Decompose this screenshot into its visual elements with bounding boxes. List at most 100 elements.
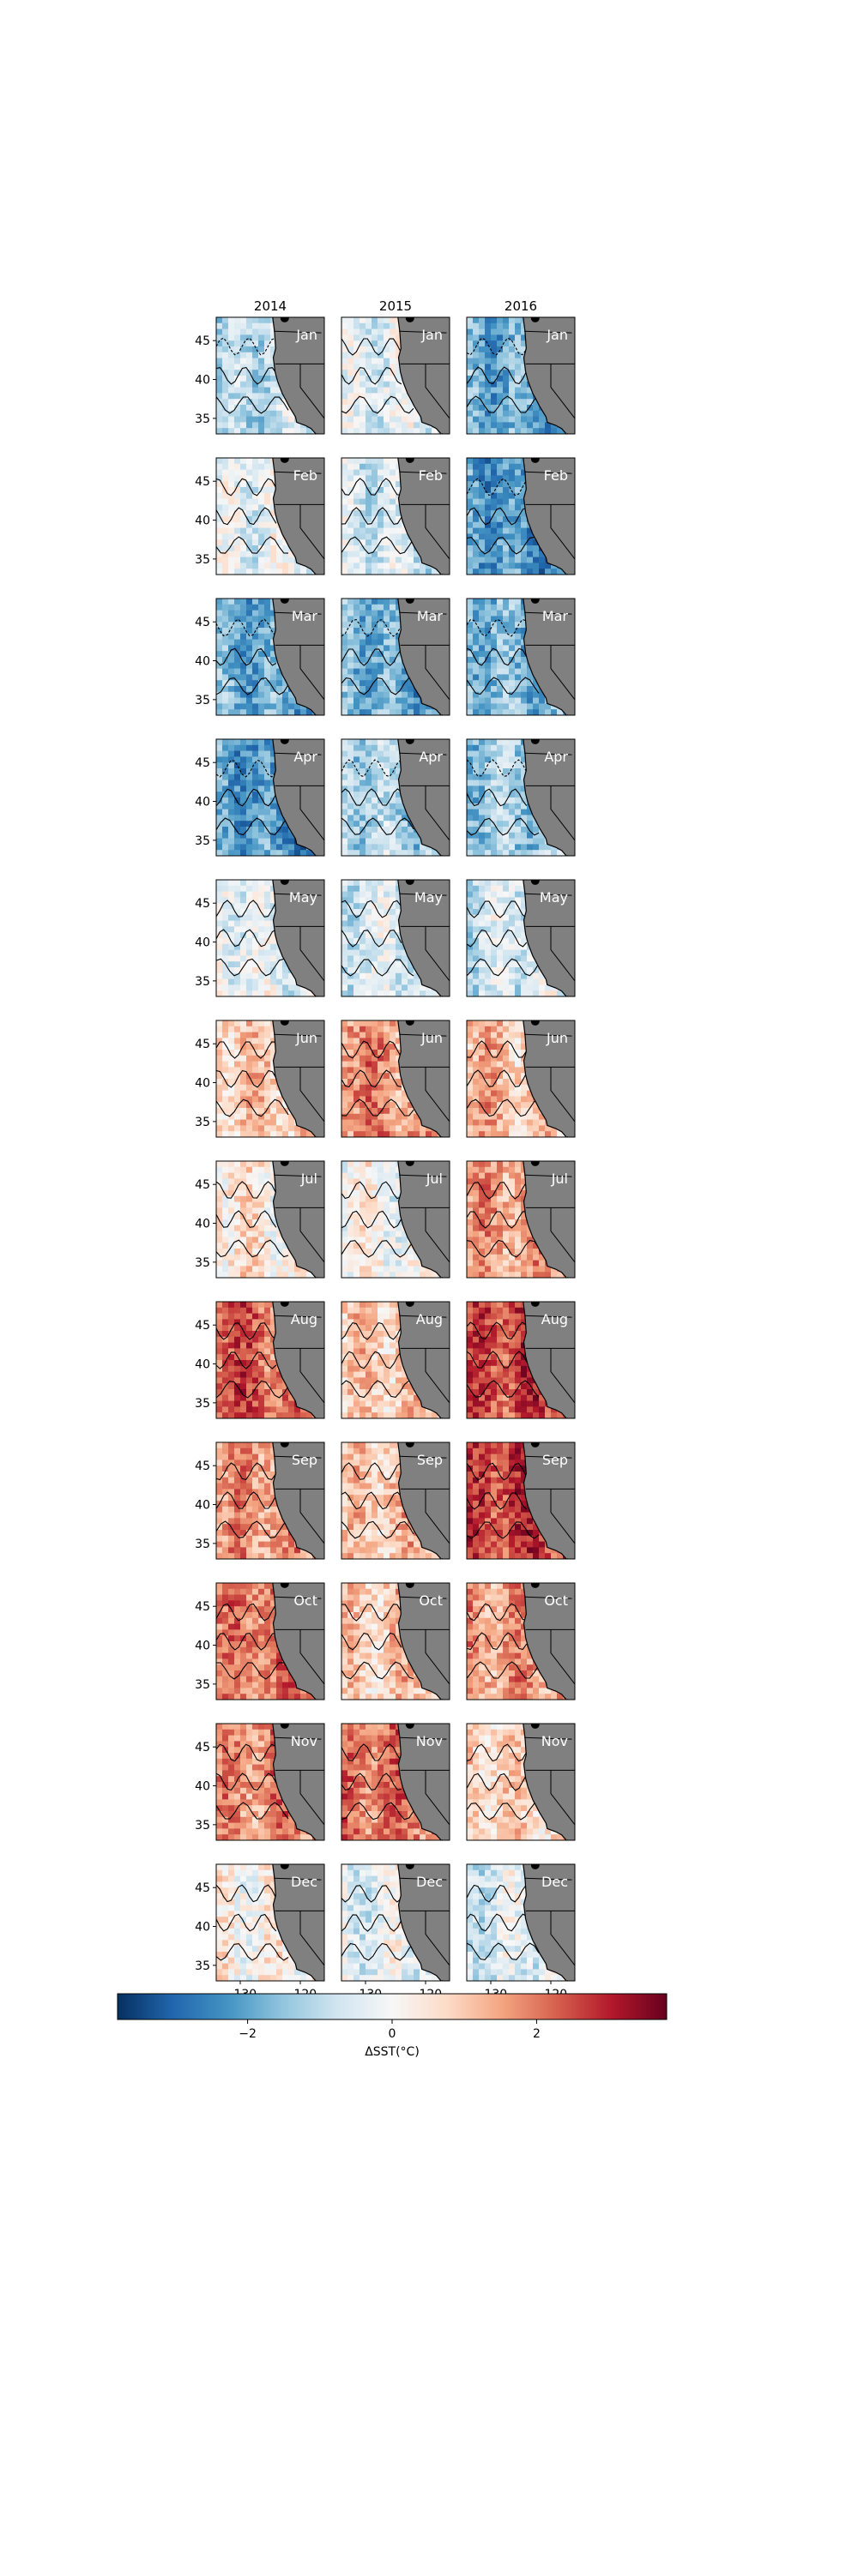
sst-cell: [366, 844, 372, 850]
sst-cell: [539, 698, 546, 704]
sst-cell: [258, 388, 265, 394]
sst-cell: [347, 358, 354, 364]
sst-cell: [503, 405, 510, 411]
sst-cell: [384, 839, 390, 845]
sst-cell: [491, 317, 498, 323]
sst-cell: [378, 903, 384, 909]
sst-cell: [276, 815, 283, 821]
sst-cell: [479, 533, 486, 539]
sst-cell: [378, 680, 384, 686]
sst-cell: [264, 686, 271, 692]
sst-cell: [252, 364, 259, 370]
sst-cell: [503, 323, 510, 329]
sst-cell: [378, 745, 384, 751]
sst-cell: [258, 499, 265, 505]
sst-cell: [264, 785, 271, 791]
sst-cell: [270, 827, 277, 833]
sst-cell: [222, 686, 229, 692]
sst-cell: [216, 599, 223, 605]
sst-cell: [353, 323, 360, 329]
sst-cell: [264, 522, 271, 528]
sst-cell: [390, 417, 396, 423]
sst-cell: [402, 393, 408, 399]
sst-cell: [497, 329, 504, 335]
sst-cell: [288, 844, 295, 850]
sst-cell: [222, 709, 229, 715]
sst-cell: [353, 428, 360, 434]
sst-cell: [515, 827, 522, 833]
sst-cell: [228, 921, 235, 927]
sst-cell: [503, 709, 510, 715]
sst-cell: [503, 557, 510, 563]
sst-cell: [378, 844, 384, 850]
sst-cell: [246, 850, 253, 856]
sst-cell: [515, 669, 522, 675]
sst-cell: [396, 428, 402, 434]
sst-cell: [234, 464, 241, 470]
sst-cell: [473, 839, 480, 845]
sst-cell: [390, 833, 396, 839]
sst-cell: [240, 464, 247, 470]
sst-cell: [360, 897, 366, 903]
sst-cell: [246, 493, 253, 499]
sst-cell: [503, 616, 510, 622]
sst-cell: [527, 569, 534, 575]
sst-cell: [390, 411, 396, 417]
sst-cell: [288, 563, 295, 569]
sst-cell: [234, 745, 241, 751]
sst-cell: [228, 926, 235, 932]
sst-cell: [246, 680, 253, 686]
sst-cell: [341, 417, 348, 423]
sst-cell: [384, 663, 390, 669]
sst-cell: [234, 979, 241, 985]
sst-cell: [414, 839, 420, 845]
sst-cell: [533, 563, 540, 569]
sst-cell: [276, 850, 283, 856]
sst-cell: [347, 657, 354, 663]
sst-cell: [390, 346, 396, 352]
sst-cell: [533, 422, 540, 428]
sst-cell: [473, 640, 480, 646]
sst-cell: [264, 739, 271, 745]
sst-cell: [246, 329, 253, 335]
sst-cell: [360, 499, 366, 505]
sst-cell: [276, 703, 283, 709]
sst-cell: [341, 803, 348, 810]
sst-cell: [240, 791, 247, 797]
sst-cell: [264, 774, 271, 780]
sst-cell: [402, 533, 408, 539]
sst-cell: [497, 481, 504, 487]
sst-cell: [216, 897, 223, 903]
sst-cell: [228, 762, 235, 768]
sst-cell: [216, 674, 223, 680]
sst-cell: [252, 839, 259, 845]
sst-cell: [491, 569, 498, 575]
sst-cell: [473, 458, 480, 464]
sst-cell: [509, 458, 516, 464]
sst-cell: [497, 850, 504, 856]
month-label: Mar: [542, 608, 569, 624]
sst-cell: [252, 487, 259, 493]
sst-cell: [347, 850, 354, 856]
sst-cell: [372, 522, 378, 528]
sst-cell: [467, 481, 474, 487]
sst-cell: [366, 317, 372, 323]
sst-cell: [276, 984, 283, 990]
sst-cell: [228, 428, 235, 434]
sst-cell: [372, 663, 378, 669]
sst-cell: [353, 739, 360, 745]
sst-cell: [384, 358, 390, 364]
sst-cell: [473, 810, 480, 816]
sst-cell: [390, 405, 396, 411]
sst-cell: [366, 634, 372, 640]
sst-cell: [420, 569, 426, 575]
sst-cell: [216, 990, 223, 996]
sst-cell: [485, 774, 492, 780]
sst-cell: [396, 522, 402, 528]
sst-cell: [234, 634, 241, 640]
sst-cell: [353, 563, 360, 569]
sst-cell: [479, 640, 486, 646]
sst-cell: [360, 352, 366, 358]
sst-cell: [384, 739, 390, 745]
sst-cell: [533, 839, 540, 845]
